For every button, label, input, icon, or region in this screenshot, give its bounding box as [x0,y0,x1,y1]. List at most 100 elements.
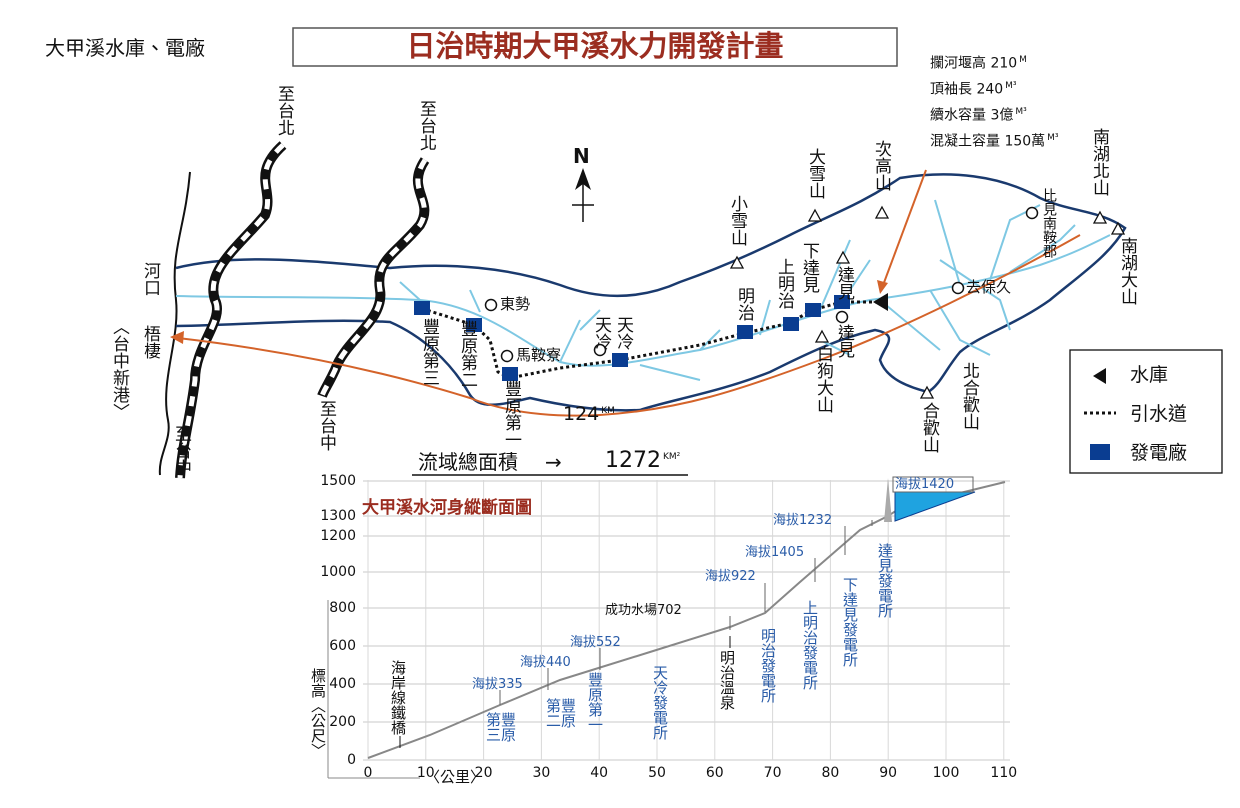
map-label: 上明治 [774,258,794,309]
x-tick-label: 80 [821,765,840,781]
map-label: 達見 [834,266,854,300]
x-tick-label: 0 [363,765,373,781]
area-value-unit: KM² [663,451,681,462]
arrow-head [170,331,184,344]
power-plant [466,318,482,332]
peak [729,255,745,269]
pointer-line [881,169,927,289]
peak [1092,210,1108,224]
peak [814,329,830,343]
peak [874,205,890,219]
y-tick-label: 1200 [320,528,356,544]
river [639,364,701,381]
profile-label: 豐原第三 [484,712,517,742]
x-tick-label: 30 [532,765,551,781]
profile-label: 海拔922 [705,569,756,584]
map-label: 河口 [140,262,160,296]
compass-head [575,168,591,190]
map-label: 〈台中新港〉 [109,318,129,420]
railway-dash [319,158,428,397]
y-tick-label: 0 [347,752,356,768]
area-arrow: → [545,450,562,474]
place [951,281,965,295]
profile-label: 上明治發電所 [801,600,819,690]
profile-label: 下達見發電所 [841,577,859,667]
map-label: 至台北 [416,100,436,151]
river-length: 124 KM [563,405,615,424]
power-plant [805,303,821,317]
arrow-head [877,280,888,294]
legend-label: 水庫 [1130,364,1169,386]
map-label: 小雪山 [727,195,747,246]
power-plant [783,317,799,331]
profile-label: 豐原第二 [544,698,577,728]
x-tick-label: 20 [474,765,493,781]
riverbed [367,481,1006,759]
dam-spec-unit: M³ [1015,107,1027,117]
x-tick-label: 10 [416,765,435,781]
profile-label: 海拔1405 [745,545,805,560]
profile-label: 豐原第一 [586,672,604,732]
river [879,299,941,351]
flow-line [177,234,1081,417]
label-box [892,476,974,493]
map-label: 馬鞍寮 [516,346,562,364]
profile-label: 海拔335 [472,677,523,692]
map-label: 次高山 [871,140,891,191]
legend-label: 引水道 [1130,403,1188,425]
x-tick-label: 90 [879,765,898,781]
map-label: 天冷 [591,316,611,350]
map-label: 南湖大山 [1117,237,1137,305]
coastline [158,171,191,476]
dam-spec: 頂袖長 240 M³ [930,82,1017,97]
dam-spec-text: 續水容量 3億 [930,107,1014,124]
area-label: 流域總面積 [418,450,518,474]
legend-label: 發電廠 [1130,442,1188,464]
map-label: 東勢 [500,295,531,313]
y-tick-label: 800 [329,600,356,616]
x-tick-label: 100 [932,765,960,781]
y-tick-label: 600 [329,638,356,654]
map-label: 去保久 [966,278,1012,296]
title-box [292,27,898,67]
watershed [175,173,1127,412]
x-tick-label: 40 [590,765,609,781]
map-label: 下達見 [799,242,819,293]
y-tick-label: 1300 [320,508,356,524]
river [399,281,421,301]
river [699,329,721,351]
profile-label: 明治溫泉 [718,650,736,710]
map-label: 比見南鞍郡 [1041,188,1057,258]
y-axis-label: 標高〈公尺〉 [309,668,327,758]
river [579,309,601,331]
map-label: 至台中 [316,400,336,451]
power-plant [502,367,518,381]
profile-label: 達見發電所 [876,543,894,618]
map-label: 豐原第三 [419,318,439,386]
map-label: 豐原第一 [501,380,521,448]
power-plant [834,295,850,309]
map-label: 至台中 [171,425,191,476]
river [1009,224,1076,273]
x-tick-label: 70 [763,765,782,781]
power-plant [737,325,753,339]
peak [919,385,935,399]
place [500,349,514,363]
map-label: 豐原第二 [457,320,477,388]
area-value: 1272 KM² [605,450,680,472]
river-length-text: 124 [563,403,600,425]
profile-label: 海岸線鐵橋 [389,660,407,735]
power-plant [612,353,628,367]
dam [873,293,888,311]
dam-spec: 混凝土容量 150萬 M³ [930,134,1059,149]
legend-dam [1093,368,1106,384]
peak [1110,221,1126,235]
river-length-unit: KM [601,405,615,416]
dam-spec: 攔河堰高 210 M [930,56,1027,71]
title: 日治時期大甲溪水力開發計畫 [406,29,784,63]
dam-spec-text: 混凝土容量 150萬 [930,133,1046,150]
dam-spec-unit: M³ [1047,133,1059,143]
profile-title: 大甲溪水河身縱斷面圖 [362,498,532,518]
